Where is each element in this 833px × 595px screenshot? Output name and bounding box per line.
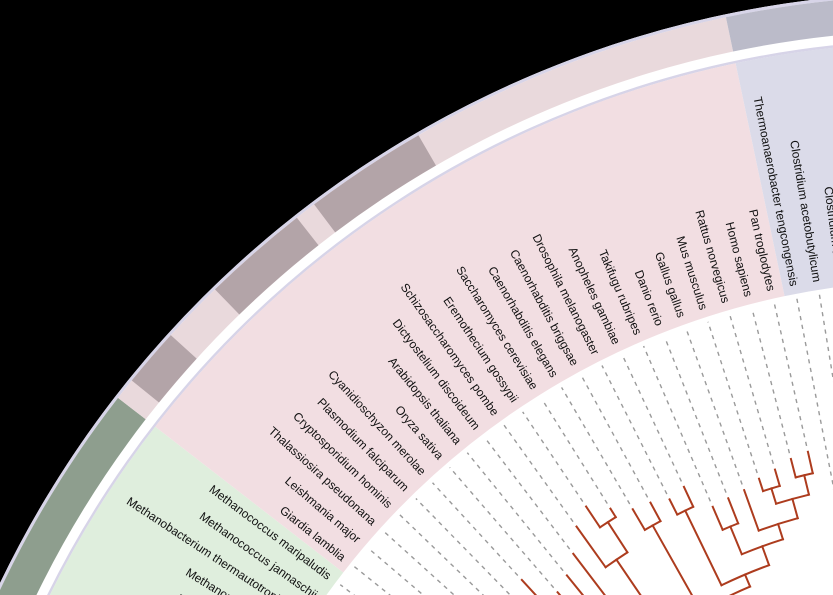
tree-branch (683, 509, 723, 587)
leader-line (466, 452, 564, 572)
leader-line (541, 398, 608, 504)
outer-band-bacteria (725, 0, 833, 52)
tree-branch (571, 552, 606, 595)
tree-branch (682, 485, 695, 509)
tree-branch (584, 505, 602, 529)
leader-line (642, 345, 712, 502)
leader-line (581, 375, 649, 498)
tree-branch (520, 578, 538, 595)
leader-line (484, 438, 571, 550)
tree-branch (770, 487, 778, 505)
tree-branch (711, 505, 724, 532)
tree-branch (651, 524, 694, 595)
tree-branch (789, 457, 797, 479)
tree-branch (729, 525, 744, 556)
tree-branch (791, 497, 799, 520)
leader-line (621, 355, 683, 482)
tree-branch (773, 468, 781, 488)
leader-line (449, 466, 555, 589)
leader-line (751, 308, 791, 454)
domain-sector-archaea (49, 426, 344, 595)
leader-line (601, 365, 668, 495)
tree-branch (631, 507, 647, 532)
tree-branch (649, 501, 662, 523)
tree-branch (803, 474, 811, 496)
tree-branch (609, 507, 618, 519)
domain-sector-bacteria (735, 47, 833, 297)
leader-line (773, 303, 808, 447)
leader-line (522, 411, 584, 502)
tree-branch (726, 496, 740, 525)
leader-line (503, 424, 574, 523)
outer-band-eukaryota (118, 17, 734, 420)
leader-line (415, 498, 512, 595)
tree-branch (575, 525, 608, 569)
tree-branch (615, 558, 642, 595)
leader-line (664, 337, 727, 493)
tree-branch (606, 520, 629, 554)
band-highlight-2 (214, 217, 319, 315)
domain-sector-eukaryota (155, 63, 785, 573)
tree-branch (743, 573, 752, 588)
tree-branch (806, 450, 814, 475)
tree-branch (742, 488, 760, 532)
leader-line (685, 328, 743, 485)
tree-branch (776, 522, 785, 541)
tree-branch (760, 545, 771, 567)
band-highlight-1 (131, 335, 197, 403)
leader-line (432, 482, 519, 577)
tree-branch (668, 498, 679, 516)
tree-branch (757, 477, 765, 493)
leader-line (383, 531, 456, 595)
band-highlight-3 (314, 135, 436, 233)
tree-branch (565, 573, 585, 595)
outer-band-archaea (0, 397, 146, 595)
leader-line (707, 321, 758, 474)
